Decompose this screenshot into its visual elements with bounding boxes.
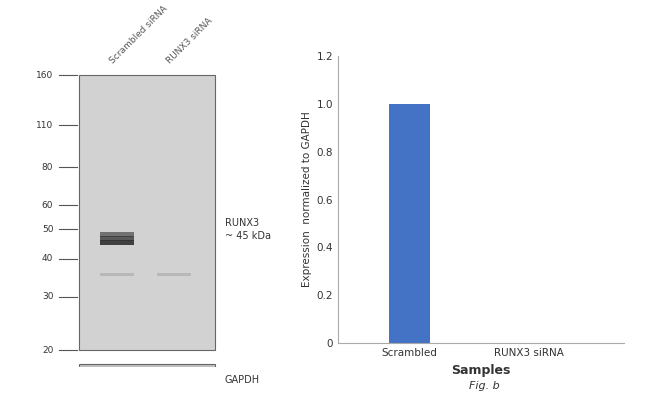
Text: 80: 80 (42, 163, 53, 172)
Text: 60: 60 (42, 201, 53, 209)
Bar (100, 232, 134, 237)
Text: RUNX3 siRNA: RUNX3 siRNA (165, 16, 214, 65)
Bar (100, 377, 134, 382)
Bar (157, 377, 191, 382)
Text: Scrambled siRNA: Scrambled siRNA (108, 4, 170, 65)
Bar (100, 273, 134, 277)
Text: 50: 50 (42, 225, 53, 234)
Bar (100, 383, 134, 389)
Text: GAPDH: GAPDH (225, 375, 260, 385)
X-axis label: Samples: Samples (451, 363, 511, 377)
Bar (79, 364, 214, 397)
Bar (389, 104, 430, 343)
Text: RUNX3
~ 45 kDa: RUNX3 ~ 45 kDa (225, 218, 271, 241)
Text: 160: 160 (36, 71, 53, 80)
Text: 30: 30 (42, 292, 53, 301)
Bar (157, 383, 191, 389)
Text: 20: 20 (42, 346, 53, 355)
Text: Fig. b: Fig. b (469, 381, 500, 391)
Y-axis label: Expression  normalized to GAPDH: Expression normalized to GAPDH (302, 112, 313, 287)
Bar (79, 75, 214, 350)
Bar (157, 273, 191, 277)
Text: 110: 110 (36, 120, 53, 130)
Bar (100, 236, 134, 241)
Text: 40: 40 (42, 254, 53, 263)
Bar (100, 240, 134, 245)
